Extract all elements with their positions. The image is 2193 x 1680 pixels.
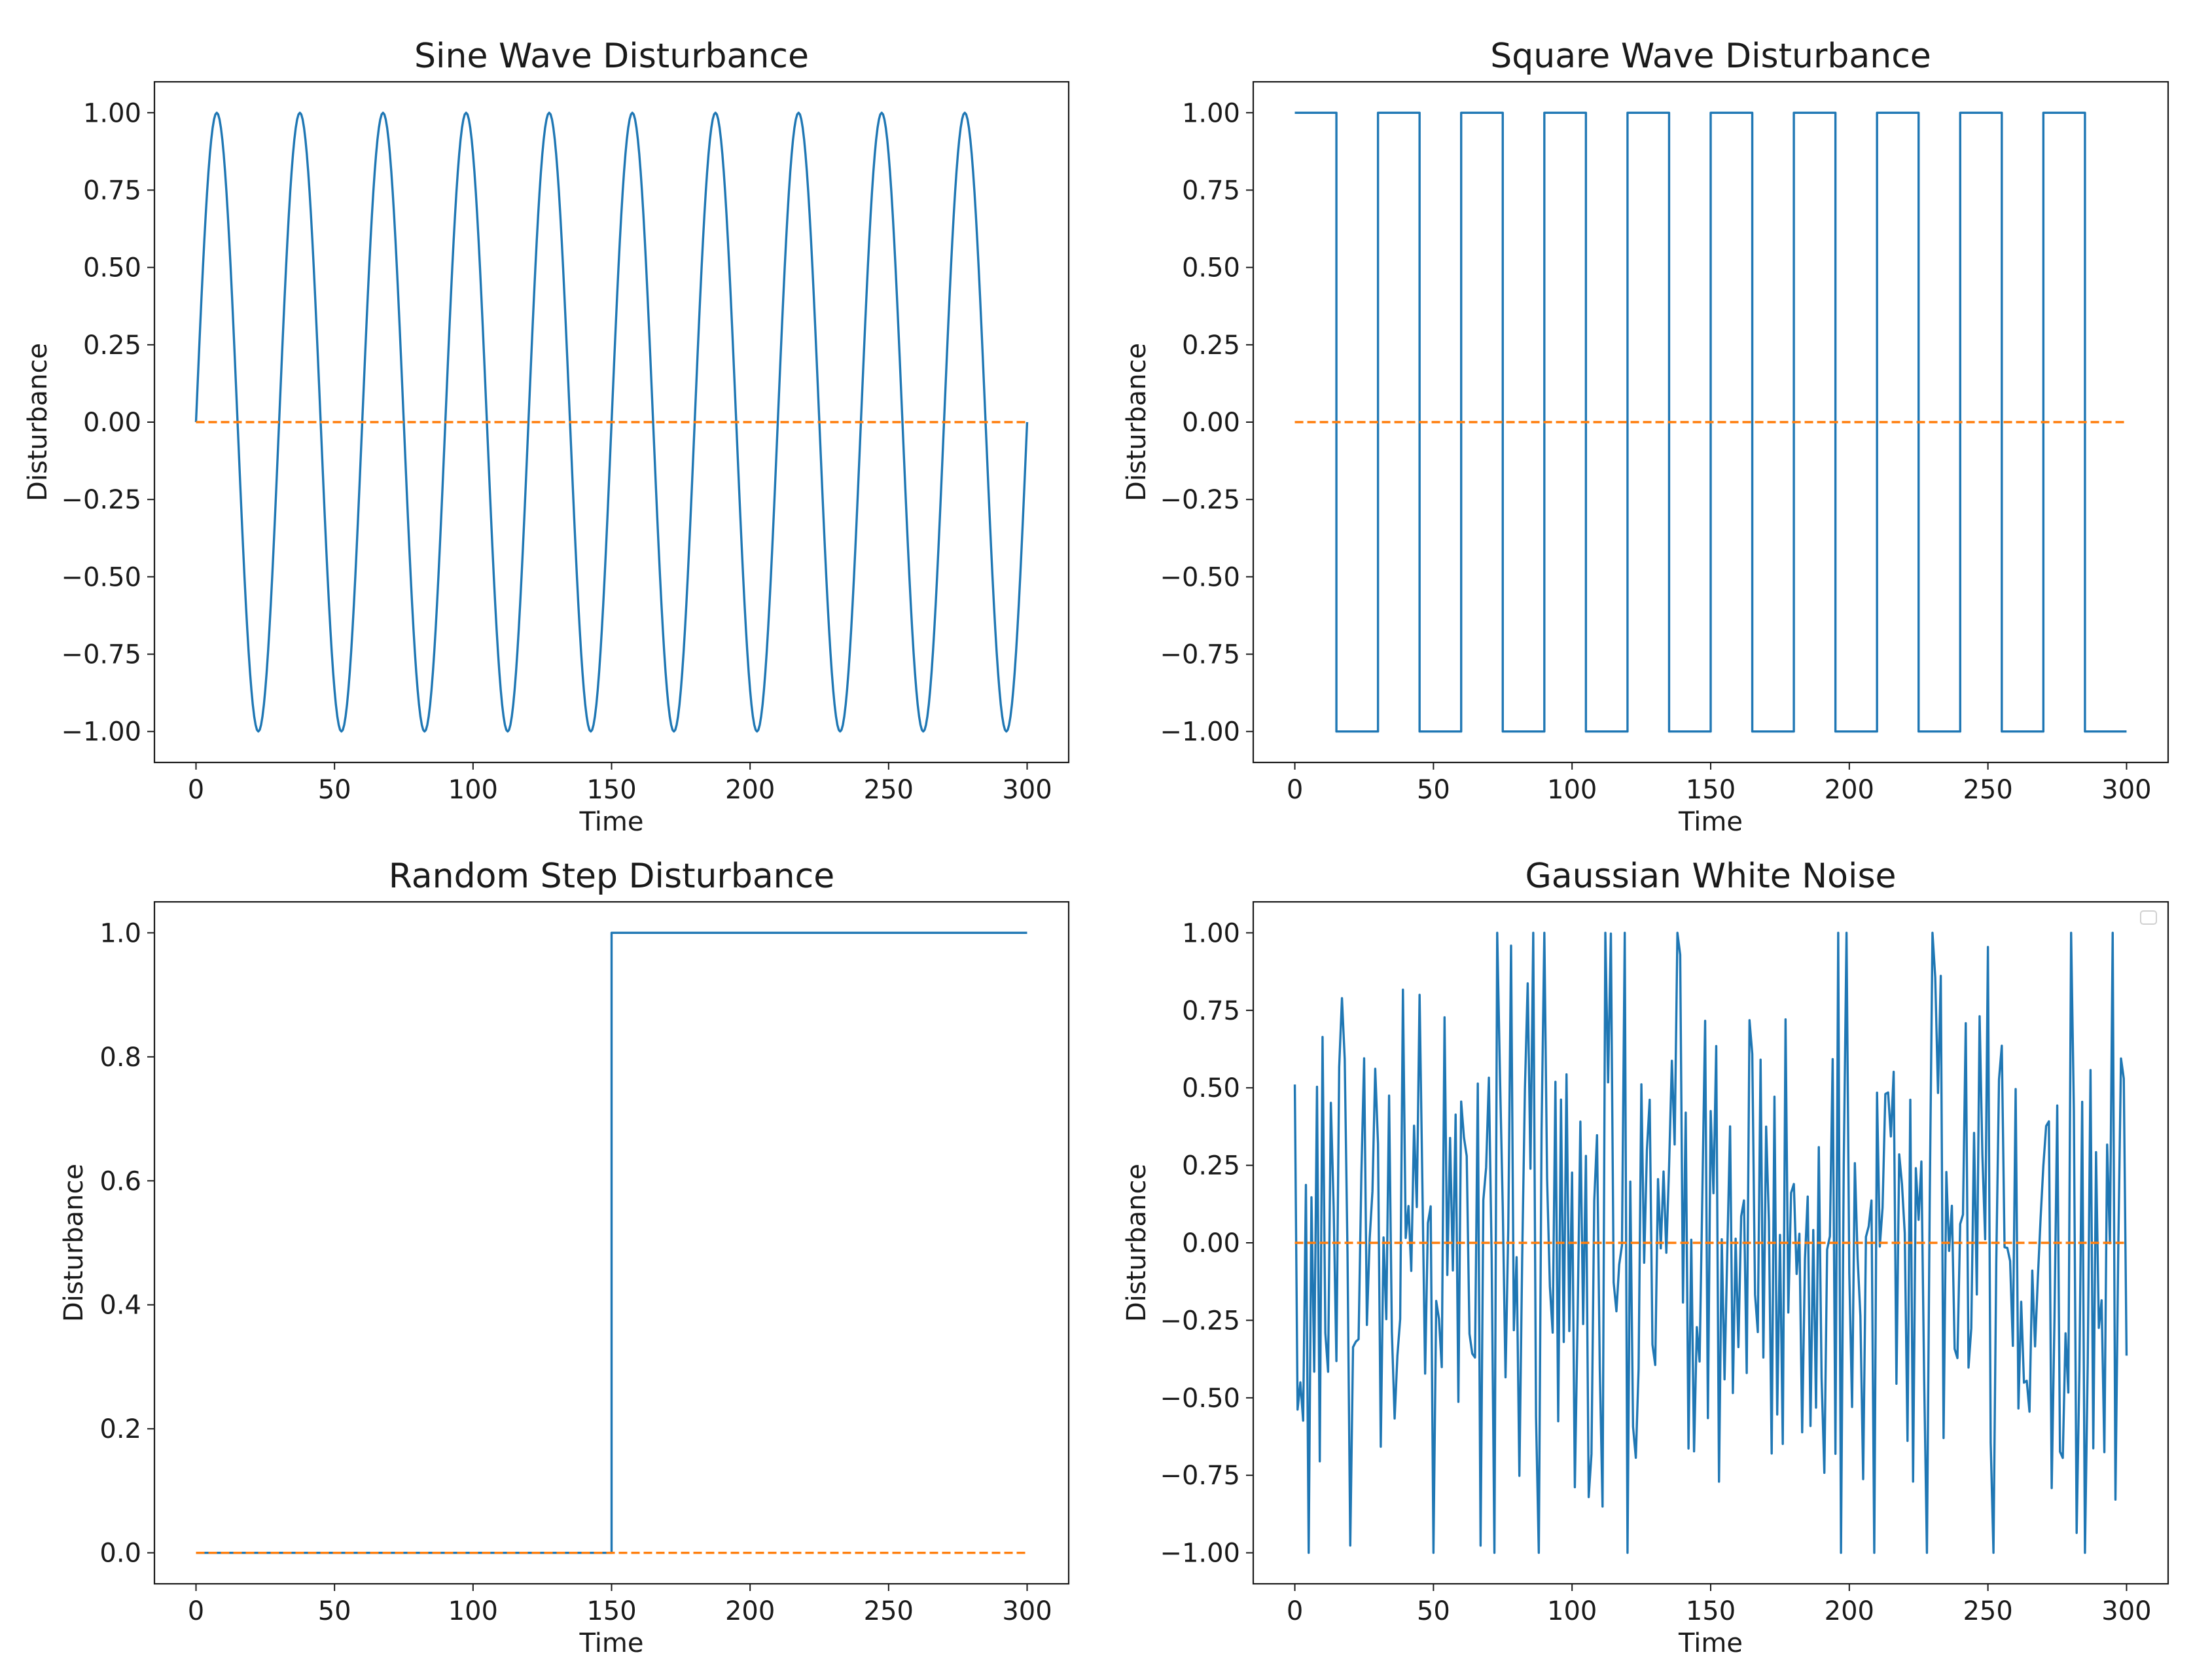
x-tick-label: 200 <box>725 1596 775 1626</box>
chart-title: Sine Wave Disturbance <box>414 37 809 76</box>
chart-title: Gaussian White Noise <box>1525 857 1896 896</box>
x-tick-label: 250 <box>864 775 914 805</box>
y-tick-label: 0.75 <box>1182 175 1240 206</box>
y-tick-label: −0.50 <box>1160 1384 1240 1414</box>
x-tick-label: 250 <box>864 1596 914 1626</box>
y-tick-label: −1.00 <box>1160 717 1240 747</box>
y-axis-label: Disturbance <box>1122 343 1152 501</box>
x-tick-label: 0 <box>188 1596 204 1626</box>
x-tick-label: 50 <box>1417 775 1450 805</box>
y-tick-label: 0.50 <box>1182 253 1240 283</box>
chart-sine: 0 50 100 150 200 250 300 1.00 0.75 0.50 0.25 0.00 −0… <box>23 37 1070 837</box>
y-tick-label: 0.00 <box>83 408 141 438</box>
y-tick-label: 1.0 <box>99 918 141 948</box>
legend-box <box>2140 910 2157 925</box>
chart-square: 0 50 100 150 200 250 300 1.00 0.75 0.50 0.25 0.00 −0… <box>1122 37 2169 837</box>
x-tick-label: 100 <box>1547 1596 1597 1626</box>
y-tick-label: 0.25 <box>1182 1151 1240 1181</box>
x-tick-label: 50 <box>318 775 351 805</box>
y-tick-label: 1.00 <box>1182 918 1240 948</box>
x-tick-label: 300 <box>1002 1596 1052 1626</box>
x-tick-label: 100 <box>448 775 498 805</box>
y-tick-label: −0.50 <box>1160 562 1240 592</box>
y-tick-label: −0.75 <box>1160 1461 1240 1491</box>
x-tick-label: 150 <box>586 775 636 805</box>
chart-noise: 0 50 100 150 200 250 300 1.00 0.75 0.50 0.25 0.00 −0… <box>1122 857 2169 1658</box>
y-tick-label: 0.25 <box>1182 331 1240 361</box>
y-tick-label: −0.25 <box>61 485 141 515</box>
x-tick-label: 300 <box>2101 775 2151 805</box>
y-tick-label: 0.50 <box>83 253 141 283</box>
y-tick-label: 0.00 <box>1182 1228 1240 1259</box>
x-tick-label: 0 <box>1287 1596 1303 1626</box>
y-tick-label: 0.00 <box>1182 408 1240 438</box>
chart-step: 0 50 100 150 200 250 300 1.0 0.8 0.6 0.4 0.2 0.0 Rand… <box>59 857 1070 1658</box>
x-tick-label: 100 <box>1547 775 1597 805</box>
x-tick-label: 150 <box>1686 775 1736 805</box>
y-tick-label: −0.25 <box>1160 485 1240 515</box>
x-axis-label: Time <box>579 807 644 837</box>
y-tick-label: −1.00 <box>1160 1539 1240 1569</box>
y-tick-label: 0.4 <box>99 1291 141 1321</box>
y-tick-label: 0.75 <box>1182 996 1240 1026</box>
x-tick-label: 300 <box>1002 775 1052 805</box>
y-tick-label: 0.25 <box>83 331 141 361</box>
x-tick-label: 300 <box>2101 1596 2151 1626</box>
x-axis-label: Time <box>579 1628 644 1658</box>
series-disturbance-line <box>1293 931 2128 1554</box>
x-tick-label: 150 <box>1686 1596 1736 1626</box>
x-tick-label: 0 <box>188 775 204 805</box>
x-tick-label: 200 <box>1825 1596 1874 1626</box>
y-tick-label: 0.2 <box>99 1414 141 1444</box>
y-tick-label: 0.6 <box>99 1166 141 1196</box>
y-tick-label: 1.00 <box>1182 98 1240 128</box>
y-axis-label: Disturbance <box>1122 1164 1152 1322</box>
x-tick-label: 150 <box>586 1596 636 1626</box>
y-tick-label: −1.00 <box>61 717 141 747</box>
y-tick-label: 0.75 <box>83 175 141 206</box>
x-tick-label: 250 <box>1963 1596 2012 1626</box>
y-axis-label: Disturbance <box>23 343 53 501</box>
x-axis-label: Time <box>1678 807 1743 837</box>
x-tick-label: 200 <box>1825 775 1874 805</box>
y-tick-label: 0.8 <box>99 1043 141 1073</box>
y-tick-label: 0.0 <box>99 1539 141 1569</box>
series-disturbance-line <box>196 931 1027 1554</box>
y-tick-label: −0.50 <box>61 562 141 592</box>
chart-title: Random Step Disturbance <box>389 857 834 896</box>
x-tick-label: 50 <box>318 1596 351 1626</box>
x-tick-label: 50 <box>1417 1596 1450 1626</box>
x-tick-label: 100 <box>448 1596 498 1626</box>
x-axis-label: Time <box>1678 1628 1743 1658</box>
y-tick-label: −0.75 <box>1160 640 1240 670</box>
x-tick-label: 200 <box>725 775 775 805</box>
y-tick-label: −0.75 <box>61 640 141 670</box>
y-tick-label: −0.25 <box>1160 1306 1240 1336</box>
y-tick-label: 0.50 <box>1182 1073 1240 1103</box>
x-tick-label: 0 <box>1287 775 1303 805</box>
y-axis-label: Disturbance <box>59 1164 89 1322</box>
chart-title: Square Wave Disturbance <box>1490 37 1931 76</box>
y-tick-label: 1.00 <box>83 98 141 128</box>
x-tick-label: 250 <box>1963 775 2012 805</box>
